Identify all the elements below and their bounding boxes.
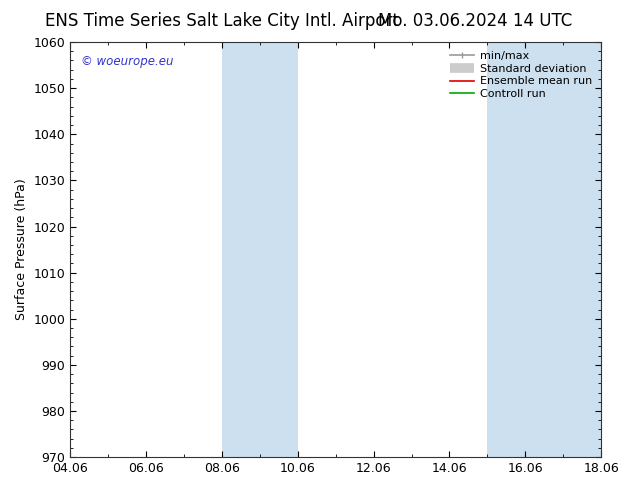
Text: Mo. 03.06.2024 14 UTC: Mo. 03.06.2024 14 UTC	[378, 12, 573, 30]
Text: ENS Time Series Salt Lake City Intl. Airport: ENS Time Series Salt Lake City Intl. Air…	[45, 12, 399, 30]
Y-axis label: Surface Pressure (hPa): Surface Pressure (hPa)	[15, 179, 28, 320]
Bar	[247, 42, 298, 457]
Bar	[526, 42, 601, 457]
Bar	[488, 42, 526, 457]
Bar	[222, 42, 247, 457]
Legend: min/max, Standard deviation, Ensemble mean run, Controll run: min/max, Standard deviation, Ensemble me…	[446, 48, 595, 102]
Text: © woeurope.eu: © woeurope.eu	[81, 54, 174, 68]
